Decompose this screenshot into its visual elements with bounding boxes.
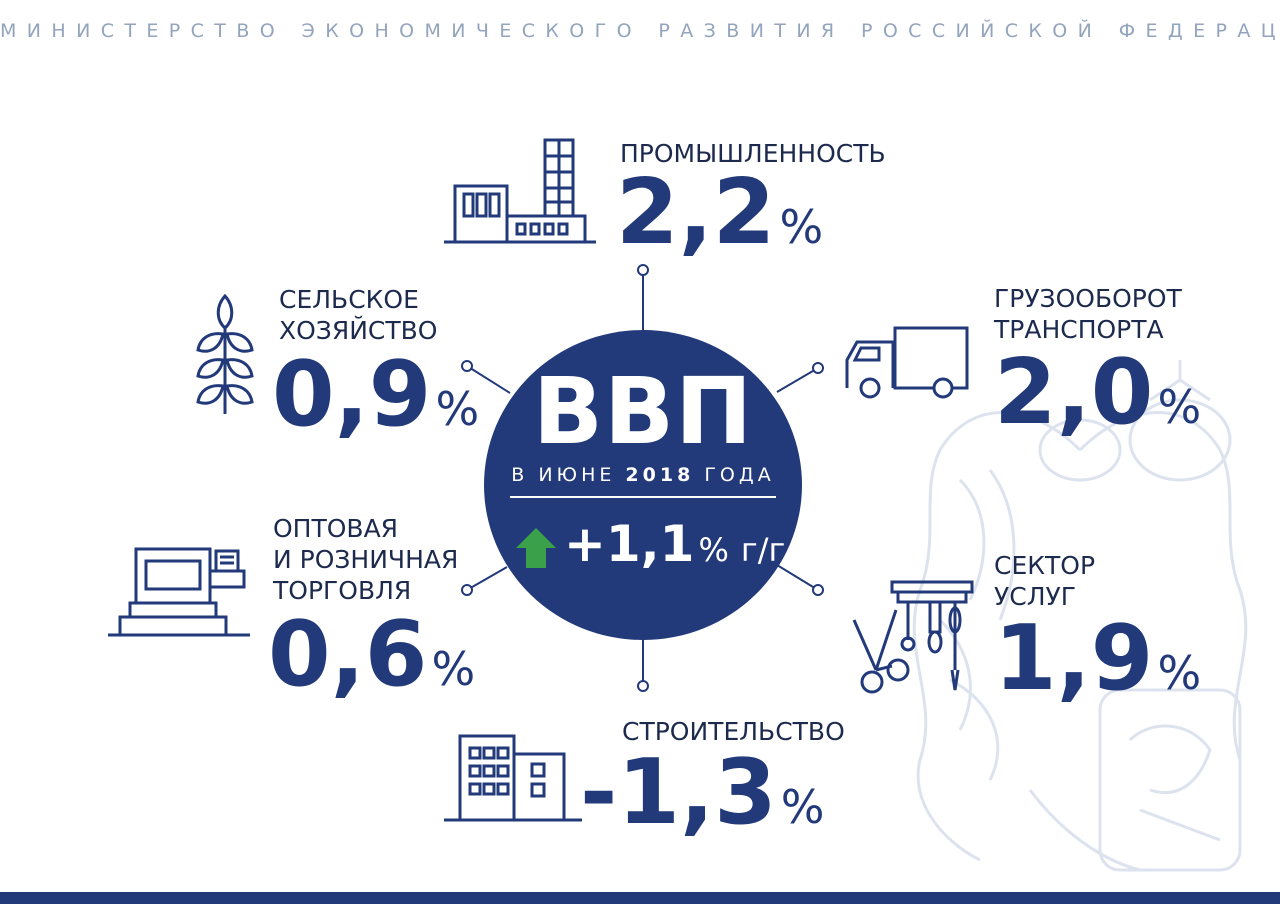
up-arrow-icon [516,528,556,568]
sector-value-number: 0,6 [268,602,428,707]
truck-icon [845,326,969,399]
sector-label-construction: СТРОИТЕЛЬСТВО [622,717,845,746]
cash-register-icon [108,547,250,637]
sector-label-transport: ГРУЗООБОРОТ ТРАНСПОРТА [994,284,1182,344]
gdp-change-value: +1,1 [564,515,695,573]
ministry-header: МИНИСТЕРСТВО ЭКОНОМИЧЕСКОГО РАЗВИТИЯ РОС… [0,20,1280,42]
factory-icon [444,138,596,244]
sector-value-services: 1,9% [994,614,1201,704]
gdp-period-prefix: В ИЮНЕ [511,464,616,486]
sector-value-number: 2,0 [994,340,1154,445]
gdp-change-unit: % [698,531,729,569]
sector-label-agriculture: СЕЛЬСКОЕ ХОЗЯЙСТВО [279,285,438,345]
sector-value-unit: % [779,200,824,254]
sector-value-unit: % [431,642,476,696]
gdp-period: В ИЮНЕ 2018 ГОДА [484,464,802,486]
gdp-title: ВВП [532,358,754,465]
bottom-bar [0,892,1280,904]
sector-value-number: -1,3 [580,740,777,845]
barber-tools-icon [852,580,974,694]
gdp-period-suffix: ГОДА [704,464,775,486]
sector-value-trade: 0,6% [268,610,475,700]
sector-value-unit: % [1157,380,1202,434]
coat-of-arms-watermark-icon [912,360,1248,872]
buildings-icon [444,734,582,822]
gdp-change: +1,1% г/г [564,516,785,578]
sector-value-transport: 2,0% [994,348,1201,438]
sector-value-industry: 2,2% [616,168,823,258]
sector-value-unit: % [1157,646,1202,700]
gdp-change-basis: г/г [740,531,786,569]
gdp-circle: ВВП В ИЮНЕ 2018 ГОДА +1,1% г/г [484,330,802,640]
sector-value-agriculture: 0,9% [272,350,479,440]
wheat-icon [196,293,254,414]
sector-label-industry: ПРОМЫШЛЕННОСТЬ [620,139,886,168]
sector-label-trade: ОПТОВАЯ И РОЗНИЧНАЯ ТОРГОВЛЯ [273,514,459,605]
gdp-period-year: 2018 [625,464,695,486]
gdp-change-row: +1,1% г/г [510,516,785,572]
sector-value-construction: -1,3% [580,748,825,838]
sector-value-number: 1,9 [994,606,1154,711]
sector-label-services: СЕКТОР УСЛУГ [994,551,1096,611]
gdp-divider [510,496,776,498]
sector-value-number: 2,2 [616,160,776,265]
sector-value-unit: % [780,780,825,834]
sector-value-unit: % [435,382,480,436]
sector-value-number: 0,9 [272,342,432,447]
